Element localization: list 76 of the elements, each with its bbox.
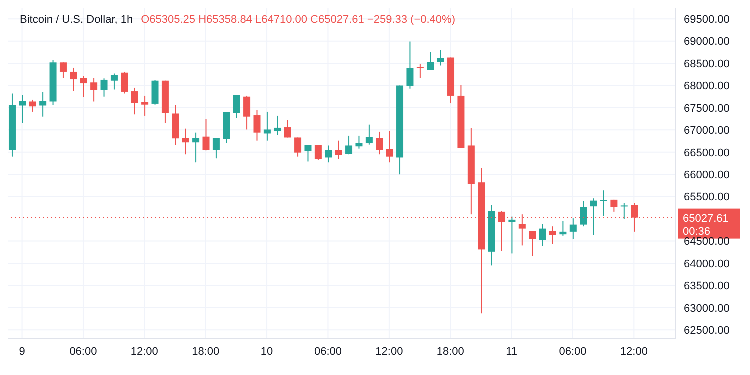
candlestick — [121, 71, 128, 94]
text: 00:36 — [683, 226, 711, 238]
y-tick-label: 62500.00 — [684, 325, 730, 338]
y-tick-label: 69000.00 — [684, 36, 730, 48]
candlestick — [29, 99, 36, 112]
candlestick — [314, 144, 322, 161]
candlestick — [142, 95, 149, 116]
candlestick — [304, 144, 312, 162]
y-tick-label: 64000.00 — [684, 258, 730, 270]
y-tick-label: 63500.00 — [684, 280, 730, 293]
candlestick — [620, 202, 628, 220]
candlestick — [600, 190, 608, 217]
candlestick — [529, 230, 536, 257]
y-tick-label: 67500.00 — [684, 102, 730, 115]
y-tick-label: 67000.00 — [684, 125, 730, 138]
candlestick — [335, 140, 342, 160]
candlestick — [539, 224, 546, 247]
x-tick-label: 12:00 — [620, 346, 648, 358]
candlestick — [264, 111, 271, 142]
candlestick — [560, 220, 567, 236]
x-tick-label: 06:00 — [70, 346, 98, 358]
y-tick-label: 64500.00 — [684, 236, 730, 248]
candlestick — [192, 132, 200, 164]
x-tick-label: 9 — [19, 346, 26, 358]
x-tick-label: 11 — [506, 346, 518, 358]
x-tick-label: 10 — [260, 346, 274, 358]
candlestick — [90, 78, 98, 102]
candlestick — [19, 94, 26, 124]
x-tick-label: 12:00 — [376, 346, 404, 358]
candlestick — [244, 95, 251, 130]
candlestick — [131, 87, 138, 116]
candlestick — [406, 41, 414, 90]
candlestick — [110, 73, 118, 90]
candlestick — [202, 118, 210, 152]
y-tick-label: 68500.00 — [684, 58, 730, 70]
candlestick — [294, 137, 302, 158]
candlestick — [356, 135, 363, 150]
x-tick-label: 12:00 — [130, 346, 158, 358]
candlestick — [70, 67, 78, 92]
x-tick-label: 18:00 — [436, 346, 464, 358]
candlestick — [274, 115, 282, 136]
candlestick — [427, 52, 434, 71]
candlestick — [508, 216, 516, 254]
candlestick — [152, 79, 159, 106]
candlestick — [60, 62, 67, 79]
x-tick-label: 18:00 — [192, 346, 220, 358]
candlestick — [233, 94, 240, 119]
y-tick-label: 68000.00 — [684, 80, 730, 93]
candlestick — [437, 50, 444, 66]
y-tick-label: 66000.00 — [684, 170, 730, 182]
candlestick — [580, 200, 588, 228]
candlestick — [550, 226, 556, 245]
candlestick — [254, 110, 261, 142]
candlestick — [284, 120, 292, 138]
candlestick — [100, 78, 108, 98]
candlestick — [346, 135, 353, 156]
candlestick — [325, 145, 332, 164]
candlestick — [386, 130, 394, 164]
text: Bitcoin / U.S. Dollar, 1h — [20, 14, 134, 26]
y-tick-label: 66500.00 — [684, 147, 730, 160]
annotation: O65305.25 H65358.84 L64710.00 C65027.61 −259.33 (−0.40%) — [141, 14, 456, 26]
ref-line-label: 65027.61 — [683, 212, 729, 225]
y-tick-label: 65500.00 — [684, 192, 730, 204]
candlestick — [590, 198, 598, 236]
candlestick — [212, 138, 220, 160]
y-tick-label: 69500.00 — [684, 14, 730, 26]
candlestick — [40, 92, 47, 118]
candlestick — [80, 76, 88, 98]
y-tick-label: 63000.00 — [684, 302, 730, 315]
x-tick-label: 06:00 — [314, 346, 342, 358]
candlestick — [182, 128, 190, 156]
candlestick — [376, 131, 384, 156]
candlestick — [366, 124, 373, 146]
candlestick — [570, 218, 577, 240]
x-tick-label: 06:00 — [559, 346, 587, 358]
candlestick — [416, 63, 424, 79]
